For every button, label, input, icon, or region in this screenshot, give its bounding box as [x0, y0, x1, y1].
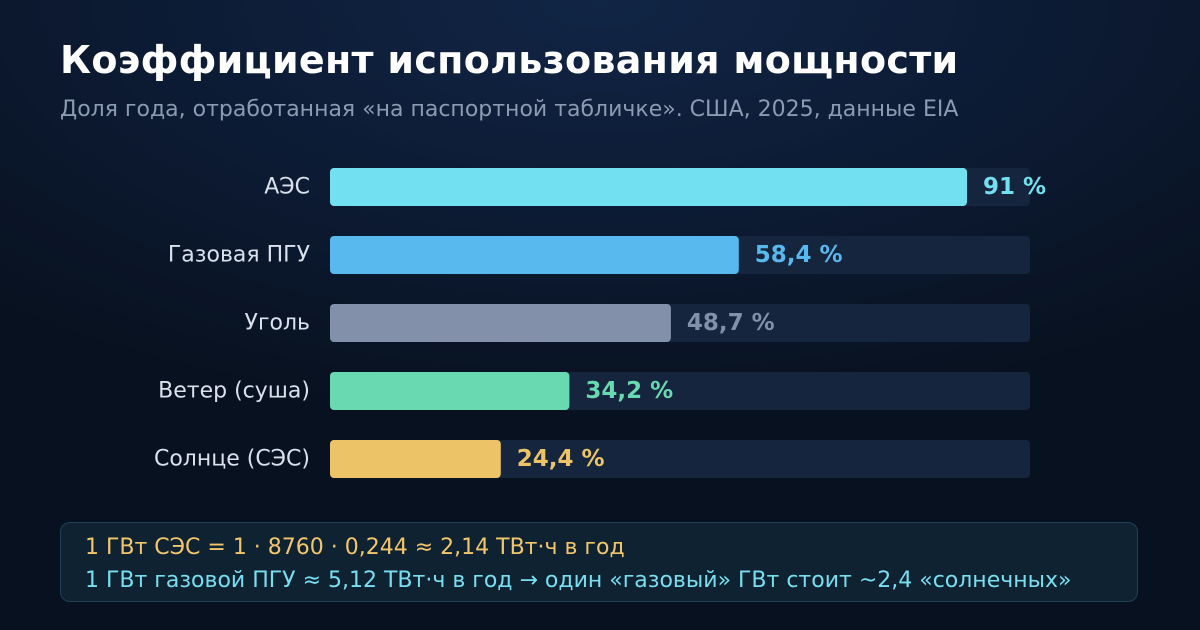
category-label-1: Газовая ПГУ — [168, 243, 311, 268]
category-label-4: Солнце (СЭС) — [154, 447, 310, 472]
bar-2 — [330, 304, 671, 342]
note-line-solar: 1 ГВт СЭС = 1 · 8760 · 0,244 ≈ 2,14 ТВт·… — [85, 535, 625, 560]
value-label-0: 91 % — [983, 174, 1046, 200]
chart-subtitle: Доля года, отработанная «на паспортной т… — [60, 97, 959, 122]
bar-0 — [330, 168, 967, 206]
bar-3 — [330, 372, 570, 410]
value-label-3: 34,2 % — [585, 378, 673, 404]
bar-4 — [330, 440, 501, 478]
value-label-4: 24,4 % — [517, 446, 605, 472]
category-label-2: Уголь — [245, 311, 310, 336]
category-label-3: Ветер (суша) — [158, 379, 310, 404]
calculation-note: 1 ГВт СЭС = 1 · 8760 · 0,244 ≈ 2,14 ТВт·… — [60, 522, 1138, 602]
chart-title: Коэффициент использования мощности — [60, 38, 959, 82]
bar-1 — [330, 236, 739, 274]
value-label-2: 48,7 % — [687, 310, 775, 336]
category-label-0: АЭС — [264, 175, 310, 200]
bar-track-4 — [330, 440, 1030, 478]
note-line-gas: 1 ГВт газовой ПГУ ≈ 5,12 ТВт·ч в год → о… — [85, 568, 1072, 593]
value-label-1: 58,4 % — [755, 242, 843, 268]
